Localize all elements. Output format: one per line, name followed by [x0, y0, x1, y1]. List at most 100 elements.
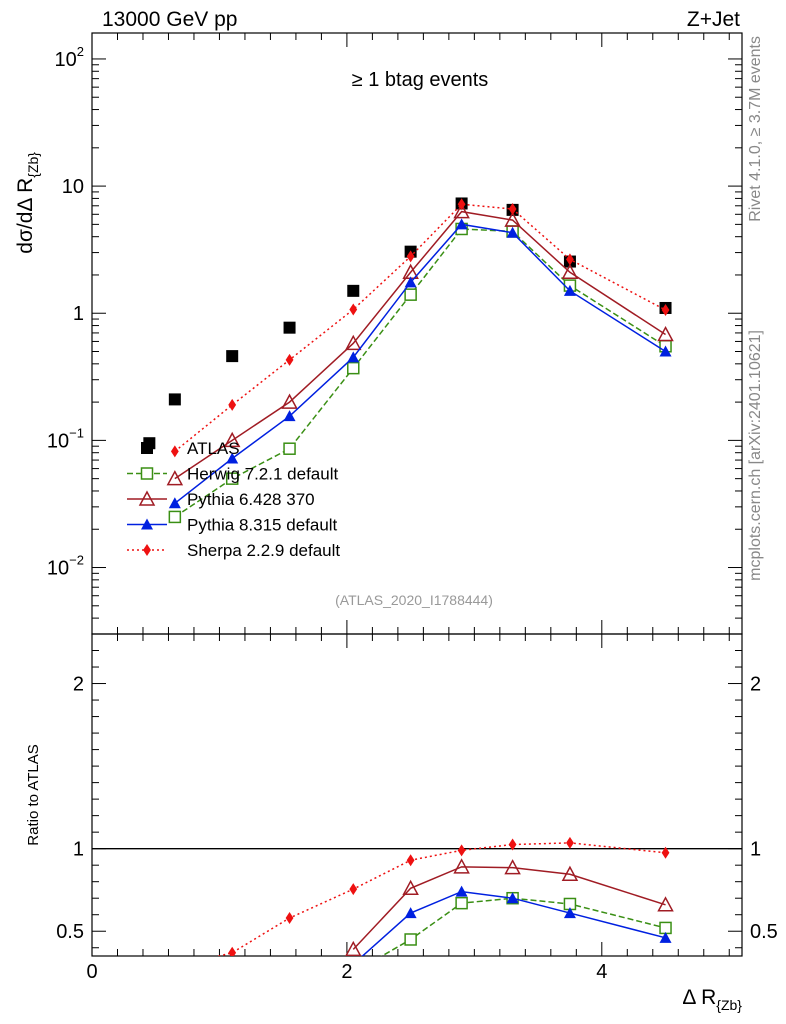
legend-marker: [141, 442, 153, 454]
ratio-y-tick-label-right: 2: [750, 674, 761, 696]
main-ylabel-sub: {Zb}: [25, 152, 41, 178]
ratio-line-herwig-7-2-1-default: [380, 897, 666, 956]
main-point-herwig-7-2-1-default: [404, 288, 417, 301]
x-axis-label: Δ R{Zb}: [682, 986, 742, 1013]
main-point-pythia-8-315-default: [404, 276, 417, 288]
y-tick-label: 10−2: [47, 553, 84, 580]
ratio-point-pythia-6-428-370: [561, 865, 579, 882]
legend-label: Sherpa 2.2.9 default: [187, 541, 340, 560]
ratio-point-herwig-7-2-1-default: [455, 896, 468, 910]
ratio-y-tick-label: 0.5: [56, 921, 84, 943]
ratio-point-herwig-7-2-1-default: [404, 933, 417, 946]
main-point-pythia-8-315-default: [283, 410, 296, 422]
ratio-y-tick-label-right: 1: [750, 839, 761, 861]
legend-marker: [143, 544, 151, 556]
main-point-atlas: [226, 350, 239, 363]
main-title: ≥ 1 btag events: [352, 69, 489, 91]
x-tick-label: 2: [341, 961, 352, 983]
ratio-point-sherpa-2-2-9-default: [508, 838, 517, 851]
legend-label: Pythia 6.428 370: [187, 490, 315, 509]
ratio-point-pythia-8-315-default: [506, 892, 519, 904]
x-tick-label: 0: [86, 961, 97, 983]
ratio-line-sherpa-2-2-9-default: [216, 842, 666, 956]
ratio-point-pythia-6-428-370: [402, 879, 419, 896]
ratio-point-pythia-6-428-370: [657, 896, 674, 912]
main-ylabel: dσ/dΔ R{Zb}: [14, 152, 41, 254]
legend-marker: [141, 518, 153, 530]
ratio-point-sherpa-2-2-9-default: [349, 883, 358, 896]
header-process-label: Z+Jet: [687, 8, 740, 31]
ratio-point-pythia-6-428-370: [453, 858, 470, 874]
main-point-sherpa-2-2-9-default: [661, 304, 670, 317]
ratio-point-pythia-8-315-default: [404, 907, 417, 919]
main-point-pythia-6-428-370: [166, 470, 184, 486]
y-tick-label: 10: [62, 176, 84, 198]
y-tick-label: 10−1: [47, 425, 84, 452]
main-point-atlas: [347, 284, 360, 297]
main-point-herwig-7-2-1-default: [225, 472, 239, 485]
main-point-pythia-6-428-370: [504, 211, 521, 227]
legend-marker: [138, 490, 156, 506]
main-point-pythia-8-315-default: [347, 351, 360, 363]
main-point-pythia-8-315-default: [659, 345, 672, 357]
main-point-atlas: [283, 321, 296, 334]
main-point-pythia-6-428-370: [223, 431, 241, 448]
ratio-panel-frame: [91, 633, 743, 957]
legend-label: Pythia 8.315 default: [187, 516, 338, 535]
main-point-sherpa-2-2-9-default: [406, 250, 415, 263]
main-point-pythia-8-315-default: [506, 226, 519, 238]
y-tick-label: 102: [55, 44, 84, 71]
ratio-point-sherpa-2-2-9-default: [285, 912, 294, 925]
main-point-herwig-7-2-1-default: [347, 361, 360, 375]
ratio-point-pythia-8-315-default: [455, 885, 468, 897]
main-point-pythia-8-315-default: [168, 497, 181, 509]
y-tick-label: 1: [73, 303, 84, 325]
main-point-sherpa-2-2-9-default: [457, 198, 466, 211]
rivet-version-label: Rivet 4.1.0, ≥ 3.7M events: [747, 36, 764, 222]
legend-label: ATLAS: [187, 439, 240, 458]
main-point-sherpa-2-2-9-default: [228, 398, 237, 411]
ratio-y-tick-label-right: 0.5: [750, 921, 778, 943]
ratio-point-sherpa-2-2-9-default: [457, 844, 466, 857]
main-point-atlas: [168, 393, 181, 406]
main-point-pythia-8-315-default: [226, 452, 239, 464]
ratio-point-sherpa-2-2-9-default: [661, 846, 670, 859]
main-line-pythia-6-428-370: [174, 210, 666, 480]
main-point-sherpa-2-2-9-default: [170, 445, 179, 458]
legend-marker: [140, 467, 154, 480]
main-point-pythia-8-315-default: [563, 284, 576, 296]
ratio-line-pythia-8-315-default: [361, 890, 666, 956]
main-ylabel-main: dσ/dΔ R: [14, 178, 37, 254]
x-tick-label: 4: [596, 961, 607, 983]
main-point-sherpa-2-2-9-default: [285, 353, 294, 366]
ratio-y-tick-label: 2: [73, 674, 84, 696]
main-line-sherpa-2-2-9-default: [174, 203, 666, 452]
ratio-point-sherpa-2-2-9-default: [171, 962, 179, 974]
main-line-pythia-8-315-default: [174, 223, 666, 504]
ratio-point-sherpa-2-2-9-default: [566, 836, 574, 849]
mcplots-label: mcplots.cern.ch [arXiv:2401.10621]: [747, 330, 764, 581]
ratio-point-sherpa-2-2-9-default: [406, 854, 415, 867]
ratio-point-herwig-7-2-1-default: [659, 921, 672, 935]
ratio-line-pythia-6-428-370: [352, 866, 666, 950]
ratio-ylabel: Ratio to ATLAS: [25, 744, 42, 845]
main-point-pythia-6-428-370: [453, 203, 470, 219]
analysis-label: (ATLAS_2020_I1788444): [335, 592, 493, 608]
ratio-point-pythia-8-315-default: [659, 931, 672, 943]
header-energy-label: 13000 GeV pp: [102, 8, 237, 31]
ratio-point-pythia-8-315-default: [563, 907, 576, 919]
main-point-sherpa-2-2-9-default: [349, 303, 358, 316]
ratio-point-sherpa-2-2-9-default: [228, 946, 237, 956]
xlabel-sub: {Zb}: [716, 997, 742, 1013]
main-point-herwig-7-2-1-default: [168, 510, 182, 524]
ratio-point-pythia-6-428-370: [504, 859, 521, 875]
main-point-pythia-8-315-default: [455, 218, 468, 230]
main-point-pythia-6-428-370: [657, 325, 674, 342]
main-point-pythia-6-428-370: [281, 393, 298, 409]
ratio-y-tick-label: 1: [73, 839, 84, 861]
main-point-pythia-6-428-370: [345, 334, 362, 351]
main-point-sherpa-2-2-9-default: [508, 203, 517, 216]
main-point-herwig-7-2-1-default: [283, 442, 296, 455]
main-point-pythia-6-428-370: [561, 263, 579, 280]
